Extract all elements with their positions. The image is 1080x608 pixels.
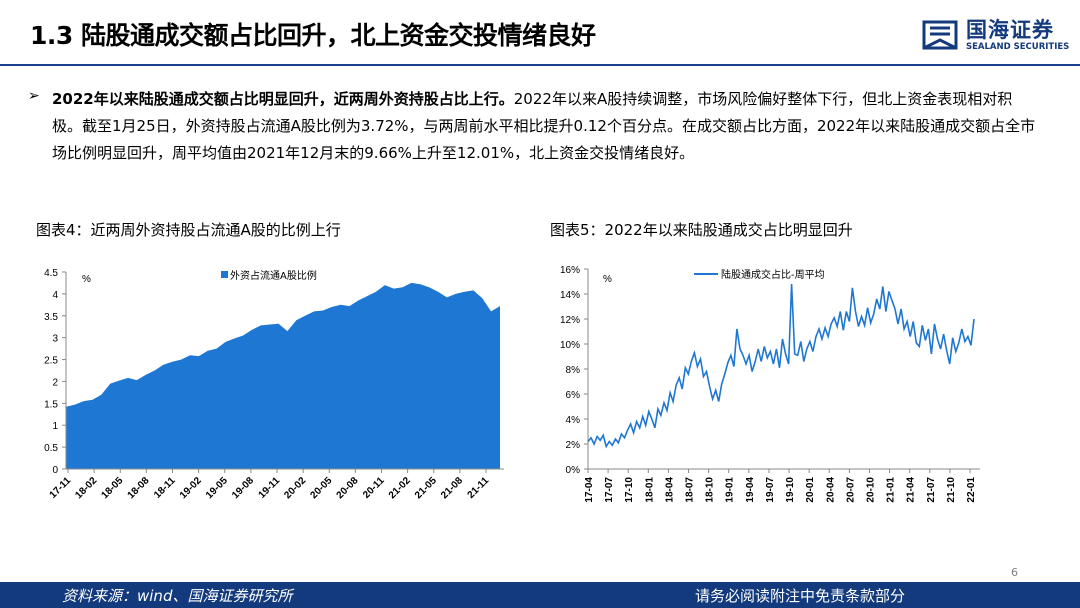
chart4-x-tick-label: 21-11 [466, 475, 492, 501]
chart4-y-tick-label: 0.5 [44, 443, 58, 454]
chart5-y-tick-label: 14% [560, 290, 580, 301]
chart5-y-tick-label: 4% [566, 415, 581, 426]
chart4-area-series [66, 282, 500, 469]
chart5-y-tick-label: 0% [566, 465, 581, 476]
chart5-x-tick-label: 20-04 [825, 477, 836, 503]
paragraph-text: 2022年以来A股持续调整，市场风险偏好整体下行，但北上资金表现相对积极。截至1… [52, 90, 1036, 162]
chart4-y-tick-label: 1.5 [44, 399, 58, 410]
chart4-legend-swatch [221, 271, 228, 278]
logo-chinese-text: 国海证券 [966, 18, 1054, 42]
body-paragraph: 2022年以来陆股通成交额占比明显回升，近两周外资持股占比上行。2022年以来A… [52, 86, 1037, 167]
chart4-y-tick-label: 4 [52, 290, 58, 301]
chart5-title: 图表5：2022年以来陆股通成交占比明显回升 [550, 221, 853, 239]
logo-english-text: SEALAND SECURITIES [966, 42, 1070, 52]
chart5-x-tick-label: 19-01 [725, 477, 736, 503]
chart4-legend-label: 外资占流通A股比例 [230, 269, 317, 282]
chart4-x-tick-label: 21-05 [413, 475, 439, 501]
chart4-x-tick-label: 20-11 [361, 475, 387, 501]
chart4-x-tick-label: 18-11 [152, 475, 178, 501]
chart5-x-tick-label: 17-04 [584, 477, 595, 503]
chart5-y-tick-label: 8% [566, 365, 581, 376]
chart4-x-tick-label: 21-02 [387, 475, 413, 501]
chart4-x-tick-label: 19-02 [178, 475, 204, 501]
chart4-x-tick-label: 17-11 [48, 475, 74, 501]
chart5-x-tick-label: 21-01 [886, 477, 897, 503]
chart5-y-tick-label: 6% [566, 390, 581, 401]
chart4-x-tick-label: 20-05 [309, 475, 335, 501]
chart5-x-tick-label: 17-10 [624, 477, 635, 503]
chart4-y-tick-label: 4.5 [44, 268, 58, 279]
chart5-x-tick-label: 17-07 [604, 477, 615, 503]
chart5-x-tick-label: 22-01 [966, 477, 977, 503]
chart4-x-tick-label: 19-05 [204, 475, 230, 501]
chart5-x-tick-label: 19-07 [765, 477, 776, 503]
chart4-y-tick-label: 0 [52, 465, 58, 476]
chart5-x-tick-label: 20-10 [865, 477, 876, 503]
chart4-x-tick-label: 20-08 [335, 475, 361, 501]
chart5-y-tick-label: 12% [560, 315, 580, 326]
chart4-x-tick-label: 18-08 [126, 475, 152, 501]
company-seal-icon [922, 20, 958, 50]
chart4-unit-label: % [82, 274, 91, 285]
chart5-x-tick-label: 19-04 [745, 477, 756, 503]
chart4-x-tick-label: 21-08 [439, 475, 465, 501]
bullet-arrow-icon: ➢ [28, 88, 40, 104]
chart5-y-tick-label: 2% [566, 440, 581, 451]
chart4-y-tick-label: 3 [52, 334, 58, 345]
chart4-title: 图表4：近两周外资持股占流通A股的比例上行 [36, 221, 341, 239]
disclaimer-note: 请务必阅读附注中免责条款部分 [695, 587, 906, 605]
chart5-x-tick-label: 21-04 [906, 477, 917, 503]
chart5-line-series [587, 283, 975, 449]
chart4-y-tick-label: 2 [52, 377, 58, 388]
source-note: 资料来源：wind、国海证券研究所 [62, 587, 293, 605]
chart4-x-tick-label: 19-08 [230, 475, 256, 501]
chart5-x-tick-label: 18-01 [644, 477, 655, 503]
chart4-x-tick-label: 20-02 [282, 475, 308, 501]
chart4-x-tick-label: 19-11 [257, 475, 283, 501]
chart5-x-tick-label: 20-07 [845, 477, 856, 503]
chart4-y-tick-label: 3.5 [44, 312, 58, 323]
chart4-x-tick-label: 18-05 [100, 475, 126, 501]
chart5-y-tick-label: 10% [560, 340, 580, 351]
paragraph-lead: 2022年以来陆股通成交额占比明显回升，近两周外资持股占比上行。 [52, 90, 514, 108]
chart5-x-tick-label: 21-07 [926, 477, 937, 503]
chart4-y-tick-label: 2.5 [44, 356, 58, 367]
chart5-unit-label: % [603, 274, 612, 285]
chart5-legend-label: 陆股通成交占比-周平均 [721, 268, 825, 281]
header-divider [0, 64, 1080, 66]
company-logo: 国海证券 SEALAND SECURITIES [922, 12, 1072, 56]
chart5-x-tick-label: 19-10 [785, 477, 796, 503]
chart5-x-tick-label: 21-10 [946, 477, 957, 503]
chart4-y-tick-label: 1 [52, 421, 58, 432]
chart5-x-tick-label: 18-10 [705, 477, 716, 503]
page-number: 6 [1011, 566, 1018, 579]
chart5-x-tick-label: 18-04 [664, 477, 675, 503]
chart5-y-tick-label: 16% [560, 265, 580, 276]
page-title: 1.3 陆股通成交额占比回升，北上资金交投情绪良好 [30, 21, 596, 50]
chart5-x-tick-label: 20-01 [805, 477, 816, 503]
footer-bar: 资料来源：wind、国海证券研究所 请务必阅读附注中免责条款部分 [0, 582, 1080, 608]
chart4-x-tick-label: 18-02 [73, 475, 99, 501]
chart5-x-tick-label: 18-07 [685, 477, 696, 503]
